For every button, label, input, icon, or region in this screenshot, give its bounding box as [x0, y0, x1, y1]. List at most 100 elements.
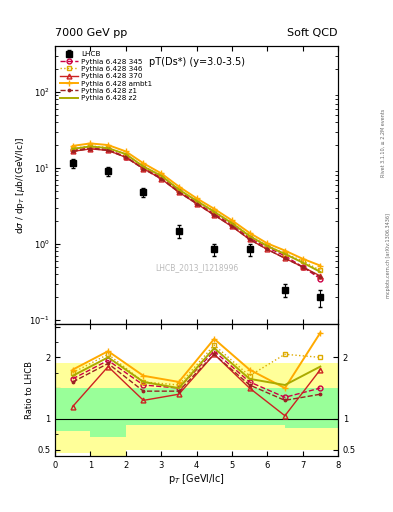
Pythia 6.428 346 — [141, 163, 146, 169]
Line: Pythia 6.428 ambt1: Pythia 6.428 ambt1 — [70, 140, 323, 269]
Pythia 6.428 370 — [194, 201, 199, 207]
Pythia 6.428 346 — [318, 267, 323, 273]
Pythia 6.428 346 — [283, 250, 287, 257]
Pythia 6.428 ambt1 — [176, 183, 181, 189]
Pythia 6.428 346 — [230, 220, 234, 226]
Pythia 6.428 370 — [247, 237, 252, 243]
Y-axis label: Ratio to LHCB: Ratio to LHCB — [25, 360, 34, 419]
Pythia 6.428 ambt1 — [230, 217, 234, 223]
Pythia 6.428 z2 — [106, 145, 110, 151]
Pythia 6.428 z1 — [247, 237, 252, 243]
Pythia 6.428 z1 — [265, 246, 270, 252]
Pythia 6.428 ambt1 — [70, 143, 75, 149]
Pythia 6.428 z2 — [212, 209, 217, 215]
Text: 7000 GeV pp: 7000 GeV pp — [55, 28, 127, 38]
Pythia 6.428 ambt1 — [212, 206, 217, 212]
Pythia 6.428 z2 — [300, 260, 305, 266]
Pythia 6.428 346 — [123, 152, 128, 158]
Pythia 6.428 345 — [159, 175, 163, 181]
Pythia 6.428 z2 — [247, 233, 252, 239]
Pythia 6.428 370 — [265, 246, 270, 252]
Pythia 6.428 370 — [106, 147, 110, 154]
Line: Pythia 6.428 z1: Pythia 6.428 z1 — [70, 146, 323, 279]
Pythia 6.428 345 — [247, 235, 252, 241]
Pythia 6.428 345 — [283, 253, 287, 259]
Pythia 6.428 346 — [88, 143, 93, 149]
Pythia 6.428 370 — [159, 176, 163, 182]
Pythia 6.428 ambt1 — [141, 160, 146, 166]
Pythia 6.428 ambt1 — [106, 142, 110, 148]
Pythia 6.428 z2 — [265, 243, 270, 249]
Pythia 6.428 z1 — [230, 223, 234, 229]
Legend: LHCB, Pythia 6.428 345, Pythia 6.428 346, Pythia 6.428 370, Pythia 6.428 ambt1, : LHCB, Pythia 6.428 345, Pythia 6.428 346… — [59, 50, 154, 103]
Pythia 6.428 z2 — [176, 186, 181, 193]
Pythia 6.428 z1 — [141, 166, 146, 172]
Pythia 6.428 ambt1 — [318, 263, 323, 269]
Pythia 6.428 370 — [176, 189, 181, 195]
Pythia 6.428 345 — [106, 146, 110, 153]
Pythia 6.428 345 — [141, 165, 146, 171]
Pythia 6.428 346 — [159, 172, 163, 178]
Pythia 6.428 ambt1 — [247, 230, 252, 236]
Pythia 6.428 370 — [70, 148, 75, 155]
Pythia 6.428 346 — [265, 243, 270, 249]
Pythia 6.428 345 — [212, 210, 217, 217]
Pythia 6.428 346 — [247, 232, 252, 239]
Pythia 6.428 345 — [194, 200, 199, 206]
Pythia 6.428 z1 — [88, 145, 93, 152]
Line: Pythia 6.428 z2: Pythia 6.428 z2 — [73, 146, 320, 272]
X-axis label: p$_T$ [GeVl/lc]: p$_T$ [GeVl/lc] — [168, 472, 225, 486]
Pythia 6.428 346 — [212, 208, 217, 214]
Text: Rivet 3.1.10, ≥ 2.2M events: Rivet 3.1.10, ≥ 2.2M events — [381, 109, 386, 178]
Pythia 6.428 345 — [230, 222, 234, 228]
Pythia 6.428 z2 — [141, 163, 146, 169]
Pythia 6.428 z2 — [159, 173, 163, 179]
Pythia 6.428 z2 — [283, 251, 287, 257]
Pythia 6.428 370 — [141, 165, 146, 172]
Pythia 6.428 370 — [123, 154, 128, 160]
Pythia 6.428 z1 — [300, 264, 305, 270]
Pythia 6.428 370 — [212, 212, 217, 218]
Pythia 6.428 z1 — [159, 176, 163, 182]
Pythia 6.428 345 — [70, 147, 75, 154]
Line: Pythia 6.428 346: Pythia 6.428 346 — [70, 143, 323, 273]
Pythia 6.428 345 — [88, 144, 93, 151]
Pythia 6.428 z2 — [194, 198, 199, 204]
Pythia 6.428 346 — [176, 186, 181, 193]
Pythia 6.428 ambt1 — [265, 240, 270, 246]
Pythia 6.428 345 — [318, 275, 323, 282]
Pythia 6.428 ambt1 — [123, 148, 128, 155]
Pythia 6.428 370 — [318, 273, 323, 279]
Text: mcplots.cern.ch [arXiv:1306.3436]: mcplots.cern.ch [arXiv:1306.3436] — [386, 214, 391, 298]
Pythia 6.428 370 — [88, 146, 93, 152]
Line: Pythia 6.428 345: Pythia 6.428 345 — [70, 145, 323, 281]
Pythia 6.428 z1 — [318, 274, 323, 280]
Pythia 6.428 345 — [300, 264, 305, 270]
Pythia 6.428 z2 — [70, 146, 75, 152]
Text: pT(Ds*) (y=3.0-3.5): pT(Ds*) (y=3.0-3.5) — [149, 57, 244, 67]
Pythia 6.428 z1 — [123, 154, 128, 160]
Pythia 6.428 z2 — [230, 220, 234, 226]
Pythia 6.428 z1 — [176, 189, 181, 195]
Pythia 6.428 ambt1 — [194, 195, 199, 201]
Line: Pythia 6.428 370: Pythia 6.428 370 — [70, 146, 323, 279]
Pythia 6.428 ambt1 — [88, 140, 93, 146]
Pythia 6.428 z1 — [212, 212, 217, 218]
Pythia 6.428 346 — [70, 145, 75, 152]
Pythia 6.428 ambt1 — [283, 247, 287, 253]
Pythia 6.428 z1 — [106, 147, 110, 154]
Pythia 6.428 345 — [265, 244, 270, 250]
Pythia 6.428 ambt1 — [159, 170, 163, 176]
Pythia 6.428 370 — [230, 223, 234, 229]
Pythia 6.428 345 — [123, 154, 128, 160]
Y-axis label: d$\sigma$ / dp$_T$ [$\mu$b/(GeV/lc)]: d$\sigma$ / dp$_T$ [$\mu$b/(GeV/lc)] — [14, 136, 27, 233]
Pythia 6.428 370 — [300, 264, 305, 270]
Pythia 6.428 z1 — [70, 148, 75, 155]
Pythia 6.428 370 — [283, 255, 287, 261]
Pythia 6.428 z2 — [123, 151, 128, 157]
Pythia 6.428 z1 — [283, 255, 287, 261]
Pythia 6.428 z1 — [194, 201, 199, 207]
Pythia 6.428 345 — [176, 188, 181, 194]
Text: LHCB_2013_I1218996: LHCB_2013_I1218996 — [155, 264, 238, 272]
Pythia 6.428 z2 — [318, 269, 323, 275]
